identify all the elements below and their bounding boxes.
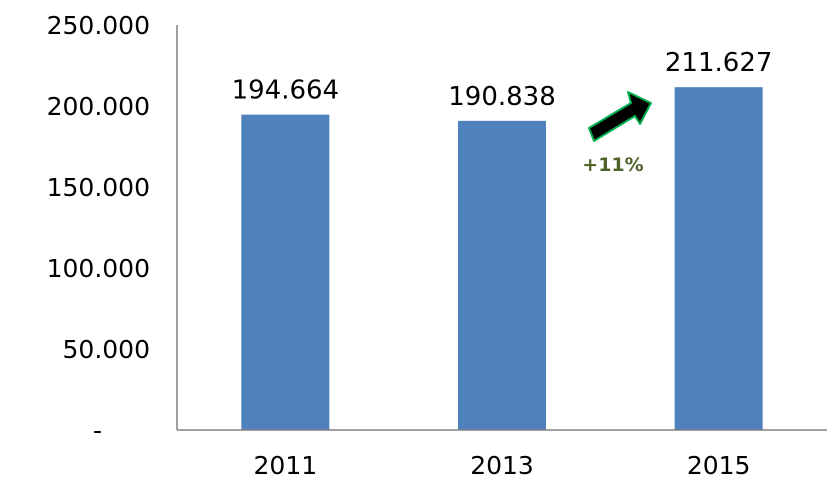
y-tick-label: 50.000 (63, 335, 150, 364)
y-axis-ticks: - 50.000 100.000 150.000 200.000 250.000 (47, 11, 150, 445)
bars (241, 87, 763, 431)
growth-arrow-shape (588, 91, 652, 142)
x-tick-label-2011: 2011 (254, 451, 318, 477)
y-tick-label: 100.000 (47, 254, 150, 283)
data-label-2015: 211.627 (665, 48, 773, 78)
data-label-2013: 190.838 (448, 82, 556, 112)
bar-2011 (241, 114, 330, 430)
y-tick-label: - (93, 416, 102, 445)
growth-annotation: +11% (582, 154, 643, 176)
x-tick-label-2015: 2015 (687, 451, 751, 477)
y-tick-label: 150.000 (47, 173, 150, 202)
bar-2015 (674, 87, 763, 431)
bar-2013 (458, 120, 546, 430)
y-tick-label: 200.000 (47, 92, 150, 121)
data-label-2011: 194.664 (232, 76, 340, 106)
y-tick-label: 250.000 (47, 11, 150, 40)
x-tick-label-2013: 2013 (470, 451, 534, 477)
growth-arrow-icon (588, 91, 652, 142)
x-axis-ticks: 2011 2013 2015 (254, 451, 751, 477)
data-labels: 194.664 190.838 211.627 (232, 48, 773, 112)
